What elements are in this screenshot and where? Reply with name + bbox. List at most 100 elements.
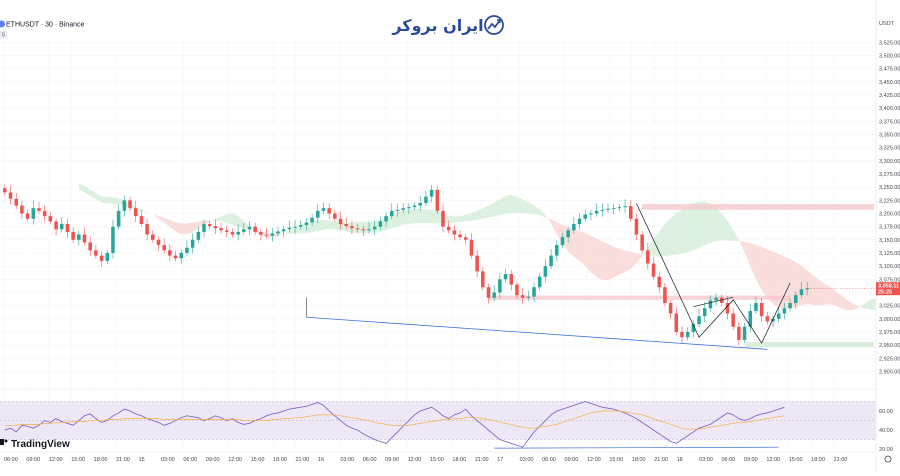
candle-body[interactable] [754, 303, 758, 311]
candle-body[interactable] [674, 313, 679, 332]
candle-body[interactable] [361, 229, 366, 231]
candle-body[interactable] [145, 224, 149, 235]
candle-body[interactable] [720, 297, 724, 304]
candle-body[interactable] [481, 271, 485, 288]
candle-body[interactable] [594, 210, 599, 214]
candle-body[interactable] [475, 255, 479, 272]
candle-body[interactable] [537, 276, 542, 288]
candle-body[interactable] [771, 318, 775, 322]
candle-body[interactable] [253, 226, 257, 232]
candle-body[interactable] [384, 216, 388, 222]
candle-body[interactable] [77, 234, 81, 240]
candle-body[interactable] [133, 208, 138, 217]
candle-body[interactable] [111, 226, 115, 253]
candle-body[interactable] [247, 226, 252, 230]
candle-body[interactable] [213, 226, 218, 229]
candle-body[interactable] [805, 288, 809, 290]
candle-body[interactable] [105, 252, 110, 261]
candle-body[interactable] [139, 216, 144, 225]
candle-body[interactable] [338, 218, 343, 225]
candle-body[interactable] [207, 224, 212, 227]
candle-body[interactable] [446, 226, 451, 231]
pattern-neckline[interactable] [693, 296, 734, 307]
candle-body[interactable] [287, 227, 292, 230]
candle-body[interactable] [327, 208, 331, 214]
candle-body[interactable] [617, 207, 622, 209]
candle-body[interactable] [31, 208, 36, 219]
resistance-zone[interactable] [642, 203, 874, 210]
candle-body[interactable] [304, 222, 309, 226]
candle-body[interactable] [691, 324, 696, 332]
candle-body[interactable] [555, 245, 559, 256]
candle-body[interactable] [378, 221, 383, 227]
rsi-line[interactable] [4, 401, 785, 448]
candle-body[interactable] [640, 234, 644, 251]
candle-body[interactable] [515, 284, 519, 296]
candle-body[interactable] [577, 218, 582, 225]
candle-body[interactable] [424, 196, 428, 203]
candle-body[interactable] [372, 226, 377, 230]
candle-body[interactable] [702, 308, 707, 317]
candle-body[interactable] [657, 276, 661, 288]
candle-body[interactable] [8, 192, 13, 199]
candle-body[interactable] [71, 231, 75, 240]
candle-body[interactable] [566, 230, 570, 238]
pattern-zigzag[interactable] [636, 203, 791, 344]
candle-body[interactable] [236, 231, 240, 235]
counter-box[interactable] [0, 30, 8, 39]
candle-body[interactable] [765, 316, 770, 322]
candle-body[interactable] [418, 202, 422, 206]
candle-body[interactable] [116, 210, 121, 227]
candle-body[interactable] [202, 224, 206, 232]
candle-body[interactable] [48, 216, 53, 222]
candle-body[interactable] [122, 200, 127, 211]
mid-zone[interactable] [488, 295, 791, 300]
settings-gear-icon[interactable] [884, 455, 892, 463]
candle-body[interactable] [697, 316, 701, 325]
candle-body[interactable] [390, 210, 394, 217]
symbol-header[interactable]: ETHUSDT · 30 · Binance 5 [0, 20, 85, 39]
candle-body[interactable] [407, 207, 411, 209]
candle-body[interactable] [429, 189, 434, 197]
candle-body[interactable] [401, 208, 405, 210]
candle-body[interactable] [298, 225, 303, 227]
time-axis[interactable]: 06:00 09:00 12:00 15:00 18:00 21:00 15 03:00 06:… [0, 451, 876, 463]
candle-body[interactable] [583, 214, 588, 219]
candle-body[interactable] [486, 287, 491, 298]
candle-body[interactable] [520, 295, 525, 298]
candle-body[interactable] [663, 287, 667, 304]
candle-body[interactable] [128, 200, 132, 209]
candle-body[interactable] [628, 206, 633, 219]
candle-body[interactable] [441, 210, 445, 227]
rsi-trendline[interactable] [494, 446, 779, 449]
candle-body[interactable] [589, 213, 593, 215]
support-zone[interactable] [744, 341, 874, 348]
candle-body[interactable] [572, 224, 576, 231]
candle-body[interactable] [788, 303, 792, 309]
candle-body[interactable] [179, 252, 184, 259]
candle-body[interactable] [344, 224, 349, 227]
candle-body[interactable] [3, 188, 7, 193]
candle-body[interactable] [503, 274, 508, 280]
candle-body[interactable] [759, 303, 764, 317]
candle-body[interactable] [270, 233, 275, 236]
candle-body[interactable] [725, 303, 730, 314]
candle-body[interactable] [162, 245, 166, 251]
candle-body[interactable] [88, 242, 92, 251]
candle-body[interactable] [224, 230, 229, 232]
tradingview-badge[interactable]: TradingView [0, 439, 70, 450]
candle-body[interactable] [600, 209, 605, 211]
candle-body[interactable] [293, 226, 297, 228]
candle-body[interactable] [185, 247, 189, 253]
candle-body[interactable] [310, 217, 314, 223]
candle-body[interactable] [196, 231, 201, 240]
candle-body[interactable] [799, 289, 804, 296]
candle-body[interactable] [316, 210, 320, 218]
candle-body[interactable] [230, 231, 235, 235]
candle-body[interactable] [731, 313, 735, 327]
candle-body[interactable] [25, 213, 30, 219]
candle-body[interactable] [168, 250, 172, 256]
candle-body[interactable] [463, 237, 468, 240]
candle-body[interactable] [492, 292, 496, 298]
